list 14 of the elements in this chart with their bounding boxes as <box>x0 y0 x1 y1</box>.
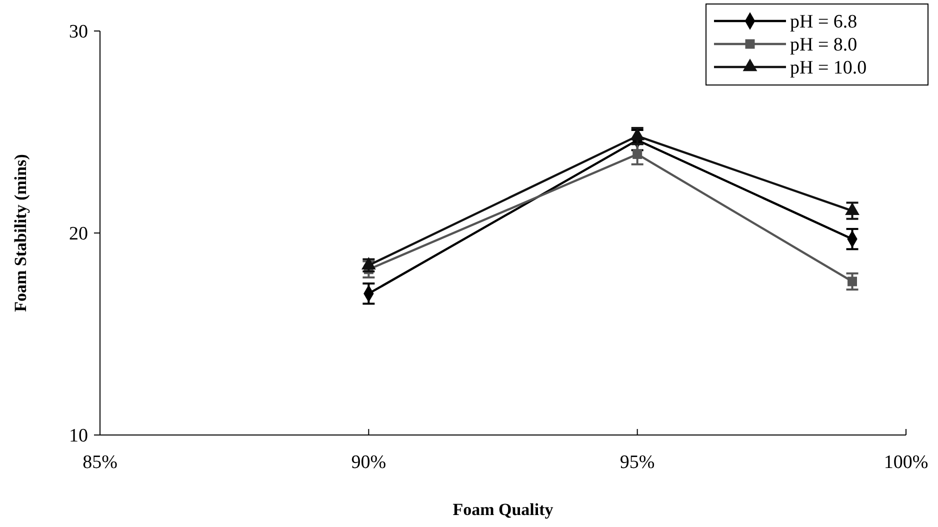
y-axis-title: Foam Stability (mins) <box>11 154 30 312</box>
point <box>632 149 642 159</box>
y-tick-label: 20 <box>69 224 88 245</box>
y-tick-label: 10 <box>69 426 88 447</box>
x-tick-label: 85% <box>82 452 118 473</box>
point <box>848 276 858 286</box>
x-axis-title: Foam Quality <box>452 500 554 519</box>
x-tick-label: 100% <box>884 452 928 473</box>
legend-label: pH = 8.0 <box>790 34 858 56</box>
x-tick-label: 90% <box>351 452 386 473</box>
legend-label: pH = 6.8 <box>790 12 858 33</box>
y-tick-label: 30 <box>69 22 88 43</box>
legend-label: pH = 10.0 <box>790 58 867 79</box>
x-tick-label: 95% <box>620 452 655 473</box>
